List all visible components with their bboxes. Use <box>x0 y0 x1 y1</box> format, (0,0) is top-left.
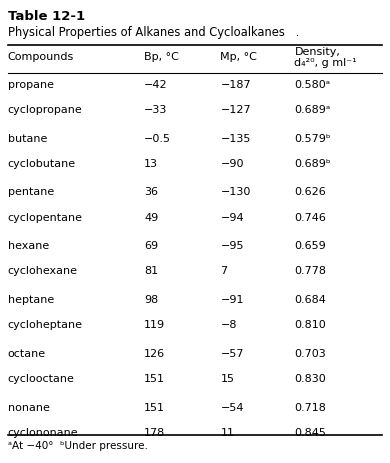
Text: Bp, °C: Bp, °C <box>144 52 179 62</box>
Text: hexane: hexane <box>8 241 49 251</box>
Text: 0.746: 0.746 <box>294 212 326 222</box>
Text: Table 12-1: Table 12-1 <box>8 10 85 23</box>
Text: Density,: Density, <box>294 47 340 57</box>
Text: 0.684: 0.684 <box>294 294 326 305</box>
Text: 0.830: 0.830 <box>294 373 326 383</box>
Text: 126: 126 <box>144 348 165 358</box>
Text: 0.845: 0.845 <box>294 427 326 437</box>
Text: Mp, °C: Mp, °C <box>220 52 257 62</box>
Text: Physical Properties of Alkanes and Cycloalkanes   .: Physical Properties of Alkanes and Cyclo… <box>8 25 299 38</box>
Text: 151: 151 <box>144 373 165 383</box>
Text: butane: butane <box>8 133 47 144</box>
Text: 81: 81 <box>144 266 158 276</box>
Text: −187: −187 <box>220 80 251 90</box>
Text: −90: −90 <box>220 158 244 169</box>
Text: 49: 49 <box>144 212 159 222</box>
Text: −91: −91 <box>220 294 244 305</box>
Text: Compounds: Compounds <box>8 52 74 62</box>
Text: 151: 151 <box>144 402 165 412</box>
Text: nonane: nonane <box>8 402 50 412</box>
Text: pentane: pentane <box>8 187 54 197</box>
Text: cyclononane: cyclononane <box>8 427 78 437</box>
Text: 0.689ᵃ: 0.689ᵃ <box>294 105 331 115</box>
Text: −94: −94 <box>220 212 244 222</box>
Text: 0.718: 0.718 <box>294 402 326 412</box>
Text: cycloheptane: cycloheptane <box>8 319 83 330</box>
Text: 0.580ᵃ: 0.580ᵃ <box>294 80 331 90</box>
Text: 0.659: 0.659 <box>294 241 326 251</box>
Text: −127: −127 <box>220 105 251 115</box>
Text: 11: 11 <box>220 427 234 437</box>
Text: ᵃAt −40°  ᵇUnder pressure.: ᵃAt −40° ᵇUnder pressure. <box>8 440 148 450</box>
Text: 0.689ᵇ: 0.689ᵇ <box>294 158 331 169</box>
Text: cyclooctane: cyclooctane <box>8 373 74 383</box>
Text: 98: 98 <box>144 294 159 305</box>
Text: 178: 178 <box>144 427 165 437</box>
Text: 0.810: 0.810 <box>294 319 326 330</box>
Text: 13: 13 <box>144 158 158 169</box>
Text: −8: −8 <box>220 319 237 330</box>
Text: d₄²⁰, g ml⁻¹: d₄²⁰, g ml⁻¹ <box>294 58 357 69</box>
Text: cyclopentane: cyclopentane <box>8 212 83 222</box>
Text: −0.5: −0.5 <box>144 133 171 144</box>
Text: cyclopropane: cyclopropane <box>8 105 83 115</box>
Text: octane: octane <box>8 348 46 358</box>
Text: 36: 36 <box>144 187 158 197</box>
Text: 119: 119 <box>144 319 165 330</box>
Text: 7: 7 <box>220 266 227 276</box>
Text: 0.626: 0.626 <box>294 187 326 197</box>
Text: −33: −33 <box>144 105 168 115</box>
Text: 0.703: 0.703 <box>294 348 326 358</box>
Text: cyclohexane: cyclohexane <box>8 266 78 276</box>
Text: −135: −135 <box>220 133 251 144</box>
Text: −54: −54 <box>220 402 244 412</box>
Text: heptane: heptane <box>8 294 54 305</box>
Text: 0.778: 0.778 <box>294 266 326 276</box>
Text: 15: 15 <box>220 373 234 383</box>
Text: −95: −95 <box>220 241 244 251</box>
Text: −57: −57 <box>220 348 244 358</box>
Text: propane: propane <box>8 80 54 90</box>
Text: −130: −130 <box>220 187 251 197</box>
Text: cyclobutane: cyclobutane <box>8 158 76 169</box>
Text: −42: −42 <box>144 80 168 90</box>
Text: 69: 69 <box>144 241 158 251</box>
Text: 0.579ᵇ: 0.579ᵇ <box>294 133 331 144</box>
